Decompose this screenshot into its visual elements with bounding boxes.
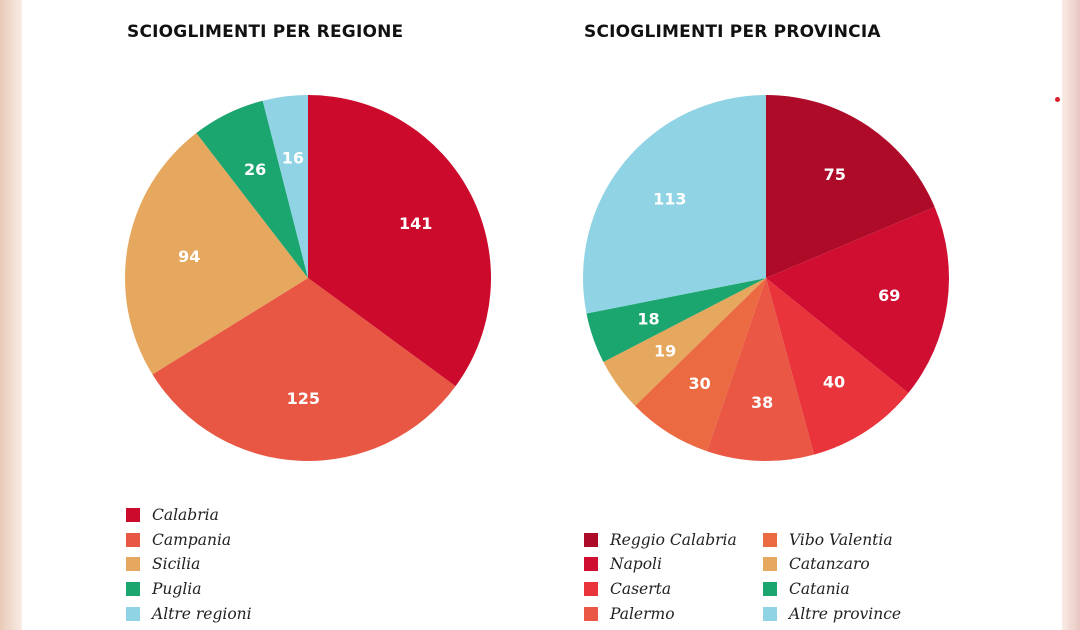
legend-label: Caserta xyxy=(610,580,672,598)
legend-swatch xyxy=(584,533,598,547)
legend-item-campania: Campania xyxy=(126,530,231,550)
legend-swatch xyxy=(584,607,598,621)
pie-slice-caserta xyxy=(766,278,909,455)
legend-label: Catania xyxy=(789,580,850,598)
legend-swatch xyxy=(126,508,140,522)
accent-dot xyxy=(1055,97,1060,102)
pie-slice-catanzaro xyxy=(603,278,766,406)
legend-item-calabria: Calabria xyxy=(126,505,219,525)
legend-item-reggio-calabria: Reggio Calabria xyxy=(584,530,737,550)
legend-item-catania: Catania xyxy=(763,579,850,599)
pie-slice-altre-regioni xyxy=(262,94,308,278)
legend-label: Napoli xyxy=(610,555,662,573)
pie-slice-catania xyxy=(586,278,766,362)
pie-slice-campania xyxy=(152,278,456,462)
legend-swatch xyxy=(126,557,140,571)
legend-item-puglia: Puglia xyxy=(126,579,202,599)
region-chart-title: SCIOGLIMENTI PER REGIONE xyxy=(127,22,404,42)
legend-swatch xyxy=(763,607,777,621)
province-chart-title: SCIOGLIMENTI PER PROVINCIA xyxy=(584,22,881,42)
legend-swatch xyxy=(763,533,777,547)
legend-label: Reggio Calabria xyxy=(610,531,737,549)
legend-swatch xyxy=(584,582,598,596)
pie-slice-altre-province xyxy=(582,95,766,314)
legend-item-napoli: Napoli xyxy=(584,554,662,574)
legend-swatch xyxy=(126,582,140,596)
slice-value-altre-province: 113 xyxy=(653,190,686,209)
legend-item-sicilia: Sicilia xyxy=(126,554,200,574)
pie-slice-napoli xyxy=(766,206,950,394)
legend-item-caserta: Caserta xyxy=(584,579,671,599)
slice-value-caserta: 40 xyxy=(823,373,845,392)
legend-label: Altre province xyxy=(789,605,902,623)
legend-swatch xyxy=(763,557,777,571)
legend-label: Calabria xyxy=(152,506,219,524)
legend-label: Sicilia xyxy=(152,555,201,573)
pie-slice-sicilia xyxy=(124,133,308,375)
legend-label: Catanzaro xyxy=(789,555,870,573)
legend-label: Altre regioni xyxy=(152,605,252,623)
pie-slice-calabria xyxy=(308,95,491,387)
slice-value-calabria: 141 xyxy=(399,214,432,233)
slice-value-palermo: 38 xyxy=(751,393,773,412)
slice-value-catanzaro: 19 xyxy=(654,341,676,360)
slice-value-reggio-calabria: 75 xyxy=(824,165,846,184)
legend-swatch xyxy=(126,607,140,621)
legend-label: Campania xyxy=(152,531,232,549)
legend-item-altre-province: Altre province xyxy=(763,604,901,624)
slice-value-sicilia: 94 xyxy=(178,247,200,266)
pie-slice-puglia xyxy=(196,100,308,278)
legend-swatch xyxy=(584,557,598,571)
slice-value-napoli: 69 xyxy=(878,286,900,305)
legend-item-catanzaro: Catanzaro xyxy=(763,554,870,574)
legend-label: Palermo xyxy=(610,605,675,623)
pie-slice-palermo xyxy=(707,278,815,461)
legend-swatch xyxy=(126,533,140,547)
slice-value-vibo-valentia: 30 xyxy=(688,374,710,393)
slice-value-catania: 18 xyxy=(637,310,659,329)
slice-value-altre-regioni: 16 xyxy=(282,149,304,168)
pie-slice-reggio-calabria xyxy=(766,95,935,278)
legend-swatch xyxy=(763,582,777,596)
slice-value-puglia: 26 xyxy=(244,160,266,179)
legend-item-vibo-valentia: Vibo Valentia xyxy=(763,530,893,550)
pie-slice-vibo-valentia xyxy=(635,278,766,452)
legend-item-altre-regioni: Altre regioni xyxy=(126,604,252,624)
legend-label: Vibo Valentia xyxy=(789,531,893,549)
legend-item-palermo: Palermo xyxy=(584,604,675,624)
slice-value-campania: 125 xyxy=(287,389,320,408)
legend-label: Puglia xyxy=(152,580,202,598)
